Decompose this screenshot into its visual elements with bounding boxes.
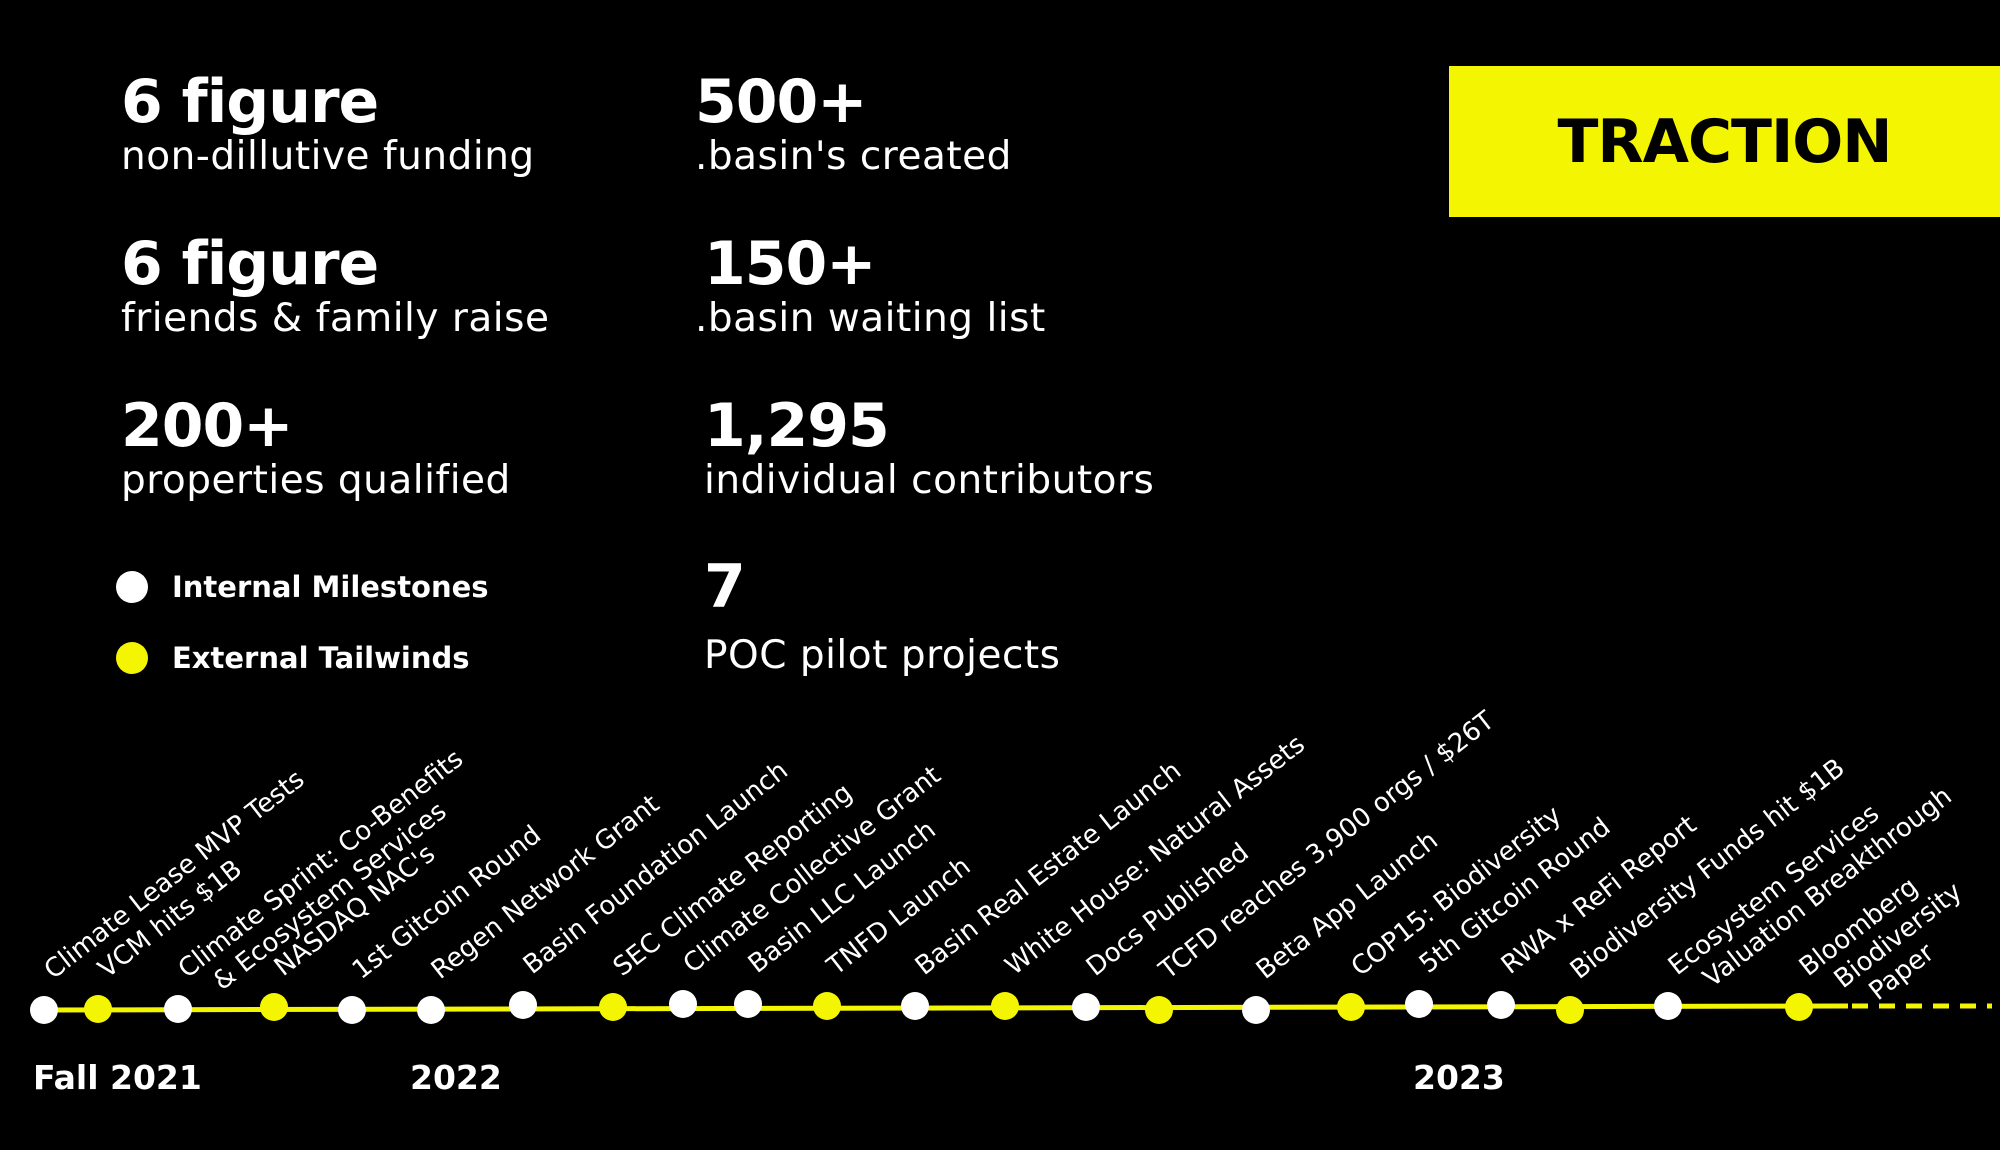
milestone-dot-nasdaq-nac-s <box>260 993 288 1021</box>
milestone-label-bloomberg-biodiversity-paper: BloombergBiodiversityPaper <box>1794 852 1987 1031</box>
stat-contributors-label: individual contributors <box>704 458 1155 503</box>
milestone-dot-beta-app-launch <box>1242 996 1270 1024</box>
milestone-dot-docs-published <box>1072 993 1100 1021</box>
milestone-dot-vcm-hits-1b <box>84 995 112 1023</box>
stat-properties-label: properties qualified <box>121 458 511 503</box>
milestone-dot-climate-lease-mvp-tests <box>30 996 58 1024</box>
milestone-dot-sec-climate-reporting <box>599 993 627 1021</box>
stat-raise-label: friends & family raise <box>121 296 550 341</box>
milestone-dot-cop15-biodiversity <box>1337 993 1365 1021</box>
milestone-dot-tnfd-launch <box>813 992 841 1020</box>
stat-pilots: 7 POC pilot projects <box>704 555 1061 679</box>
milestone-dot-ecosystem-services-valuation-breakthrough <box>1654 992 1682 1020</box>
white-dot-icon <box>116 571 148 603</box>
milestone-dot-basin-llc-launch <box>734 990 762 1018</box>
stat-waiting-list-label: .basin waiting list <box>695 296 1046 341</box>
year-label-2022: 2022 <box>410 1058 502 1097</box>
stat-funding: 6 figure non-dillutive funding <box>121 70 535 180</box>
stat-properties: 200+ properties qualified <box>121 394 511 504</box>
stat-basins-created: 500+ .basin's created <box>695 70 1012 180</box>
milestone-dot-5th-gitcoin-round <box>1405 990 1433 1018</box>
stat-raise: 6 figure friends & family raise <box>121 232 549 342</box>
stat-raise-value: 6 figure <box>121 229 379 299</box>
milestone-dot-rwa-x-refi-report <box>1487 991 1515 1019</box>
legend-internal: Internal Milestones <box>116 570 489 604</box>
milestone-dot-biodiversity-funds-hit-1b <box>1556 996 1584 1024</box>
stat-properties-value: 200+ <box>121 391 294 461</box>
milestone-dot-climate-sprint-co-benefits-ecosystem-services <box>164 995 192 1023</box>
milestone-dot-basin-foundation-launch <box>509 991 537 1019</box>
milestone-label-climate-collective-grant: Climate Collective Grant <box>678 760 947 979</box>
stat-pilots-label: POC pilot projects <box>704 633 1061 678</box>
traction-badge: TRACTION <box>1449 66 2000 217</box>
milestone-dot-1st-gitcoin-round <box>338 996 366 1024</box>
yellow-dot-icon <box>116 642 148 674</box>
milestone-dot-tcfd-reaches-3-900-orgs-26t <box>1145 996 1173 1024</box>
milestone-dot-white-house-natural-assets <box>991 992 1019 1020</box>
milestone-dot-basin-real-estate-launch <box>901 992 929 1020</box>
stat-contributors: 1,295 individual contributors <box>704 394 1154 504</box>
year-label-fall-2021: Fall 2021 <box>33 1058 202 1097</box>
legend-external: External Tailwinds <box>116 641 470 675</box>
milestone-dot-bloomberg-biodiversity-paper <box>1785 993 1813 1021</box>
stat-funding-label: non-dillutive funding <box>121 134 535 179</box>
milestone-dot-regen-network-grant <box>417 996 445 1024</box>
legend-internal-label: Internal Milestones <box>172 570 489 604</box>
stat-waiting-list: 150+ .basin waiting list <box>695 232 1046 342</box>
stat-pilots-value: 7 <box>704 552 746 622</box>
stat-funding-value: 6 figure <box>121 67 379 137</box>
stat-basins-created-label: .basin's created <box>695 134 1012 179</box>
stat-contributors-value: 1,295 <box>704 391 890 461</box>
legend-external-label: External Tailwinds <box>172 641 470 675</box>
year-label-2023: 2023 <box>1413 1058 1505 1097</box>
stat-basins-created-value: 500+ <box>695 67 868 137</box>
milestone-dot-climate-collective-grant <box>669 990 697 1018</box>
stat-waiting-list-value: 150+ <box>704 229 877 299</box>
